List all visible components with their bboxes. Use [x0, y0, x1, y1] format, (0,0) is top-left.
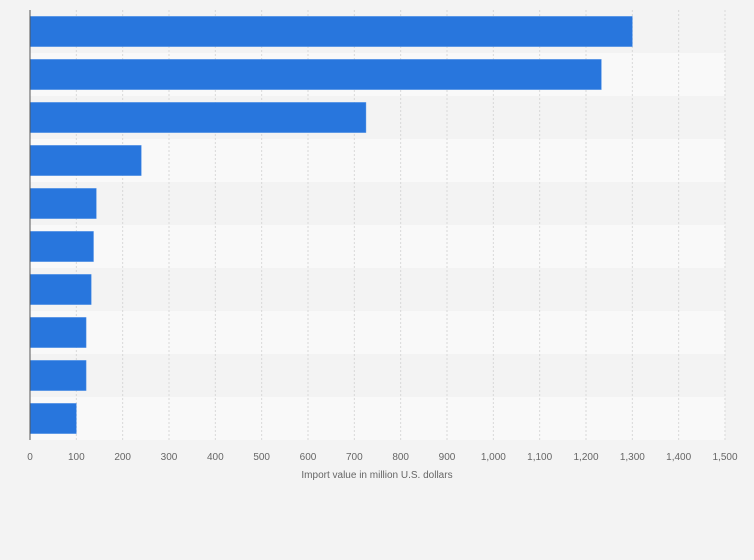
- bar[interactable]: [29, 59, 602, 90]
- x-axis-label: Import value in million U.S. dollars: [301, 470, 452, 481]
- x-tick-label: 900: [439, 452, 456, 463]
- bar[interactable]: [29, 231, 94, 262]
- bar[interactable]: [29, 317, 87, 348]
- bar[interactable]: [29, 188, 97, 219]
- x-tick-label: 200: [114, 452, 131, 463]
- x-tick-label: 1,200: [573, 452, 598, 463]
- row-band: [30, 182, 725, 225]
- x-tick-label: 1,100: [527, 452, 552, 463]
- x-tick-label: 1,400: [666, 452, 691, 463]
- bar[interactable]: [29, 145, 142, 176]
- x-tick-label: 800: [392, 452, 409, 463]
- x-tick-label: 1,500: [712, 452, 737, 463]
- x-tick-label: 400: [207, 452, 224, 463]
- x-tick-label: 500: [253, 452, 270, 463]
- bar[interactable]: [29, 403, 77, 434]
- bar[interactable]: [29, 274, 92, 305]
- x-tick-label: 1,000: [481, 452, 506, 463]
- bar[interactable]: [29, 102, 367, 133]
- row-band: [30, 354, 725, 397]
- bar[interactable]: [29, 360, 87, 391]
- row-band: [30, 139, 725, 182]
- x-tick-label: 100: [68, 452, 85, 463]
- row-band: [30, 268, 725, 311]
- x-tick-label: 600: [300, 452, 317, 463]
- row-band: [30, 397, 725, 440]
- x-tick-label: 0: [27, 452, 33, 463]
- row-band: [30, 311, 725, 354]
- row-band: [30, 225, 725, 268]
- x-tick-label: 700: [346, 452, 363, 463]
- x-tick-label: 300: [161, 452, 178, 463]
- x-tick-label: 1,300: [620, 452, 645, 463]
- bar[interactable]: [29, 16, 633, 47]
